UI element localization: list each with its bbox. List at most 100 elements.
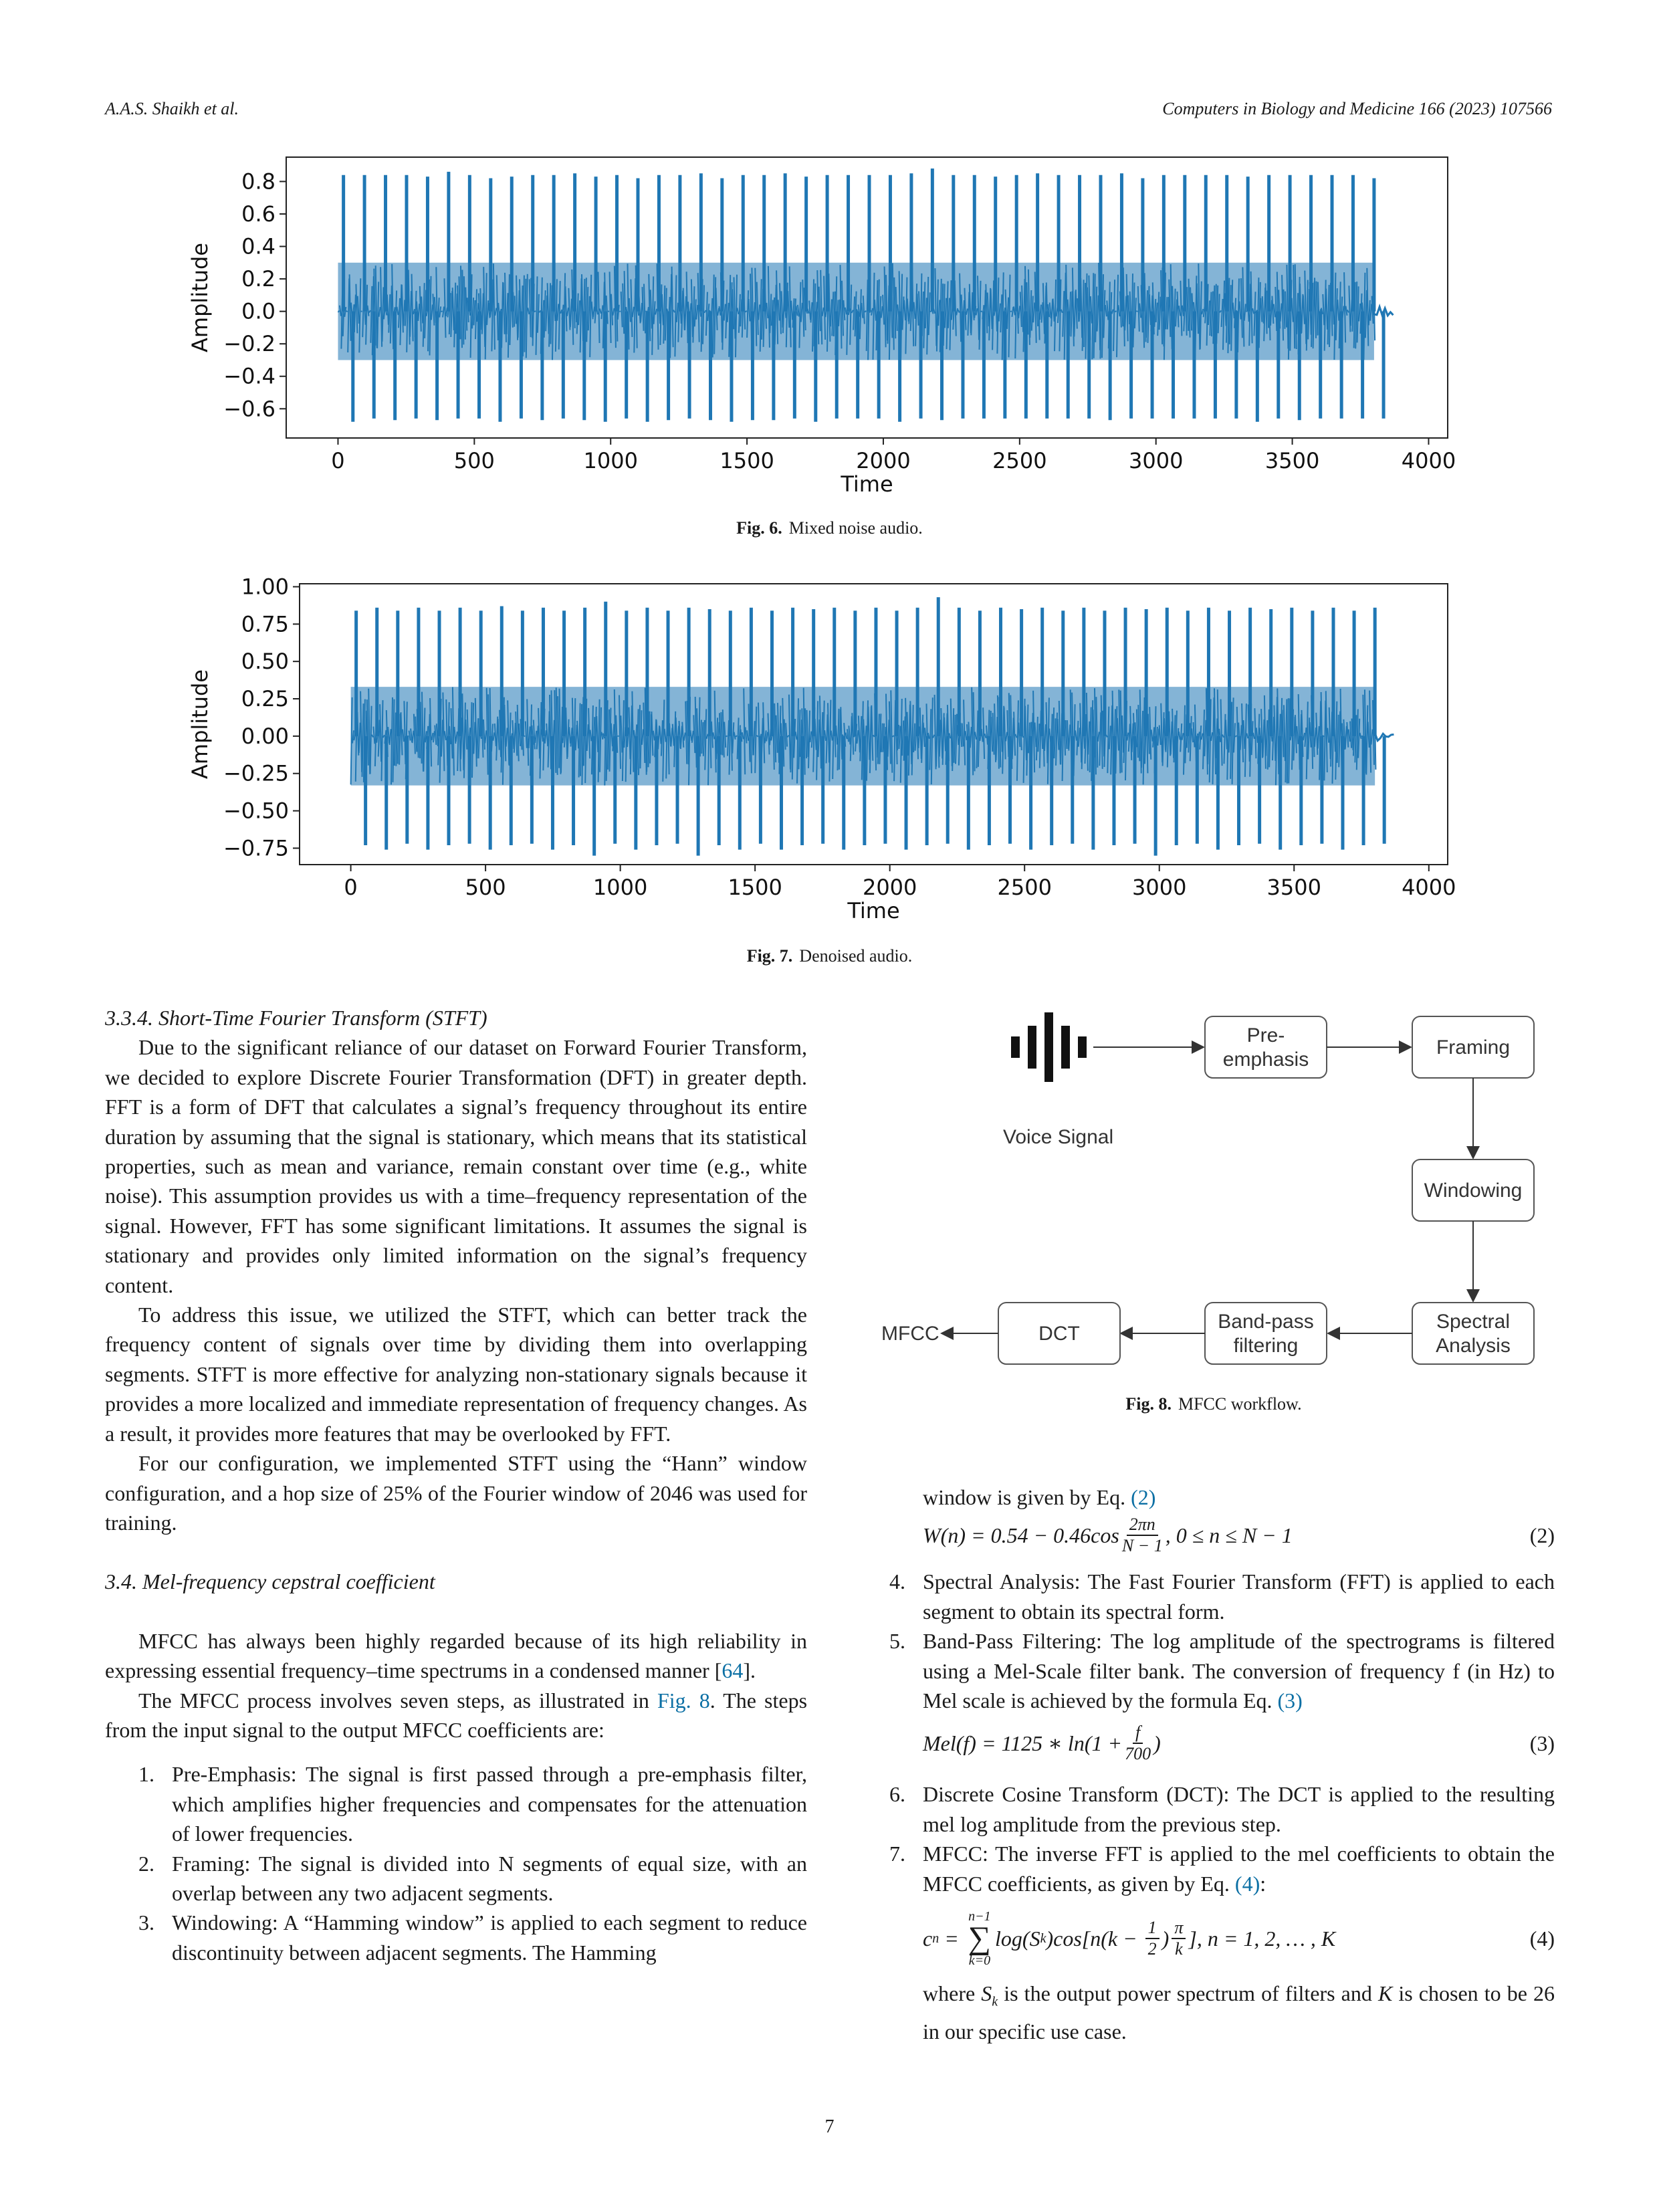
band-pass-label-2: filtering xyxy=(1234,1335,1299,1357)
explain-k: K xyxy=(1377,1981,1393,2006)
mfcc-p2-end: . The steps from the input signal to the… xyxy=(105,1688,808,1742)
x-tick-label: 3000 xyxy=(1132,875,1186,900)
step-text: MFCC: The inverse FFT is applied to the … xyxy=(923,1842,1555,1896)
eq4-sum-bottom: k=0 xyxy=(968,1953,991,1969)
eq-3-link[interactable]: (3) xyxy=(1277,1688,1303,1713)
figure-7-label: Fig. 7. xyxy=(746,946,793,966)
stft-paragraph-1: Due to the significant reliance of our d… xyxy=(105,1035,807,1297)
x-tick-label: 2000 xyxy=(856,448,910,473)
y-tick-label: 0.25 xyxy=(241,686,289,711)
figure-6-chart: 0 500 1000 1500 2000 2500 3000 3500 4000 0.8 0.6 0.… xyxy=(181,147,1471,502)
x-axis-label: Time xyxy=(847,898,899,923)
eq2-rhs: , 0 ≤ n ≤ N − 1 xyxy=(1165,1523,1293,1548)
voice-signal-label: Voice Signal xyxy=(1003,1126,1113,1148)
x-tick-label: 3000 xyxy=(1129,448,1183,473)
y-tick-label: 0.00 xyxy=(241,724,289,749)
explain-a: where xyxy=(923,1981,982,2006)
eq4-pi-num: π xyxy=(1172,1918,1186,1940)
x-tick-label: 2500 xyxy=(992,448,1046,473)
windowing-continuation: window is given by Eq. (2) xyxy=(859,1482,1555,1512)
eq4-body-2: )cos[n(k − xyxy=(1046,1926,1143,1951)
figure-8-caption: Fig. 8. MFCC workflow. xyxy=(839,1394,1588,1414)
y-tick-label: 1.00 xyxy=(241,574,289,599)
figure-8-label: Fig. 8. xyxy=(1125,1394,1172,1414)
figure-6-text: Mixed noise audio. xyxy=(788,518,923,538)
fig-8-link[interactable]: Fig. 8 xyxy=(657,1688,710,1712)
explain-c: is chosen to be 26 in our specific use c… xyxy=(923,1981,1561,2043)
mfcc-p1-end: ]. xyxy=(743,1658,756,1683)
eq2-number: (2) xyxy=(1529,1523,1555,1548)
y-tick-label: 0.4 xyxy=(241,234,275,259)
eq-4-link[interactable]: (4) xyxy=(1234,1871,1260,1896)
pre-emphasis-label-2: emphasis xyxy=(1223,1048,1309,1071)
eq4-sigma: ∑ xyxy=(968,1920,992,1957)
stft-paragraph-2: To address this issue, we utilized the S… xyxy=(105,1303,807,1446)
eq-2-link[interactable]: (2) xyxy=(1131,1485,1156,1509)
mfcc-p2-text: The MFCC process involves seven steps, a… xyxy=(138,1688,657,1712)
y-tick-label: 0.6 xyxy=(241,201,275,227)
x-tick-label: 1500 xyxy=(728,875,782,900)
list-item: 5. Band-Pass Filtering: The log amplitude… xyxy=(859,1626,1555,1715)
mfcc-p1-text: MFCC has always been highly regarded bec… xyxy=(105,1628,807,1683)
step-text: Discrete Cosine Transform (DCT): The DCT… xyxy=(923,1782,1555,1836)
step-text: Pre-Emphasis: The signal is first passed… xyxy=(172,1762,807,1846)
y-tick-label: −0.2 xyxy=(223,331,275,356)
eq4-pi-den: k xyxy=(1175,1939,1183,1959)
waveform-tail xyxy=(1373,303,1394,319)
section-heading-3-3-4: 3.3.4. Short-Time Fourier Transform (STF… xyxy=(105,1006,487,1030)
framing-label: Framing xyxy=(1436,1036,1510,1059)
step-number: 3. xyxy=(138,1910,154,1935)
mfcc-steps-list-final: 6. Discrete Cosine Transform (DCT): The D… xyxy=(859,1779,1555,1898)
eq4-c: c xyxy=(923,1926,933,1951)
citation-link[interactable]: 64 xyxy=(722,1658,744,1683)
x-tick-label: 500 xyxy=(465,875,506,900)
eq4-sum-top: n−1 xyxy=(968,1909,991,1924)
x-tick-label: 500 xyxy=(454,448,495,473)
mfcc-workflow-diagram: Voice Signal Pre- emphasis Framing Windo… xyxy=(863,1003,1565,1391)
y-axis-label: Amplitude xyxy=(187,669,213,779)
figure-7-text: Denoised audio. xyxy=(799,946,913,966)
y-axis-label: Amplitude xyxy=(187,243,213,352)
section-heading-3-4: 3.4. Mel-frequency cepstral coefficient xyxy=(105,1569,435,1594)
eq4-c-sub: n xyxy=(932,1930,939,1946)
step-number: 1. xyxy=(138,1762,154,1787)
eq3-rhs: ) xyxy=(1153,1731,1161,1756)
list-item: 4. Spectral Analysis: The Fast Fourier Tr… xyxy=(859,1567,1555,1626)
denoised-audio-plot: 0 500 1000 1500 2000 2500 3000 3500 4000 1.00 0.75… xyxy=(187,574,1456,923)
eq2-numerator: 2πn xyxy=(1126,1515,1158,1537)
spectral-label-1: Spectral xyxy=(1436,1311,1510,1333)
plot-frame xyxy=(286,156,1448,439)
figure-6-caption: Fig. 6. Mixed noise audio. xyxy=(0,518,1659,538)
y-tick-label: 0.0 xyxy=(241,299,275,324)
mfcc-steps-list-continued: 4. Spectral Analysis: The Fast Fourier Tr… xyxy=(859,1567,1555,1715)
equation-2: W(n) = 0.54 − 0.46cos 2πn N − 1 , 0 ≤ n ≤… xyxy=(859,1512,1555,1559)
x-tick-label: 1000 xyxy=(593,875,647,900)
stft-paragraph-3: For our configuration, we implemented ST… xyxy=(105,1451,807,1535)
eq4-half-den: 2 xyxy=(1147,1939,1157,1959)
x-tick-label: 4000 xyxy=(1402,875,1456,900)
figure-6-label: Fig. 6. xyxy=(736,518,782,538)
y-tick-label: 0.75 xyxy=(241,611,289,637)
step-number: 7. xyxy=(889,1842,905,1866)
explain-s: S xyxy=(981,1981,992,2006)
running-journal: Computers in Biology and Medicine 166 (2… xyxy=(1162,99,1552,118)
spectral-label-2: Analysis xyxy=(1436,1335,1511,1357)
list-item: 2. Framing: The signal is divided into N … xyxy=(105,1849,807,1908)
step-text: Spectral Analysis: The Fast Fourier Tran… xyxy=(923,1569,1555,1624)
windowing-label: Windowing xyxy=(1424,1180,1523,1202)
eq4-number: (4) xyxy=(1529,1926,1555,1951)
eq4-equals: = xyxy=(939,1926,964,1951)
y-tick-label: −0.50 xyxy=(223,798,289,824)
x-tick-label: 3500 xyxy=(1267,875,1321,900)
step-number: 2. xyxy=(138,1851,154,1876)
eq3-numerator: f xyxy=(1132,1723,1143,1745)
eq2-fraction: 2πn N − 1 xyxy=(1122,1515,1163,1556)
right-column: window is given by Eq. (2) W(n) = 0.54 −… xyxy=(859,1482,1555,2046)
step-text: Windowing: A “Hamming window” is applied… xyxy=(172,1910,807,1965)
flowchart-svg: Voice Signal Pre- emphasis Framing Windo… xyxy=(881,1012,1535,1365)
y-tick-label: −0.75 xyxy=(223,835,289,861)
list-item: 7. MFCC: The inverse FFT is applied to th… xyxy=(859,1839,1555,1898)
eq3-fraction: f 700 xyxy=(1125,1723,1151,1764)
